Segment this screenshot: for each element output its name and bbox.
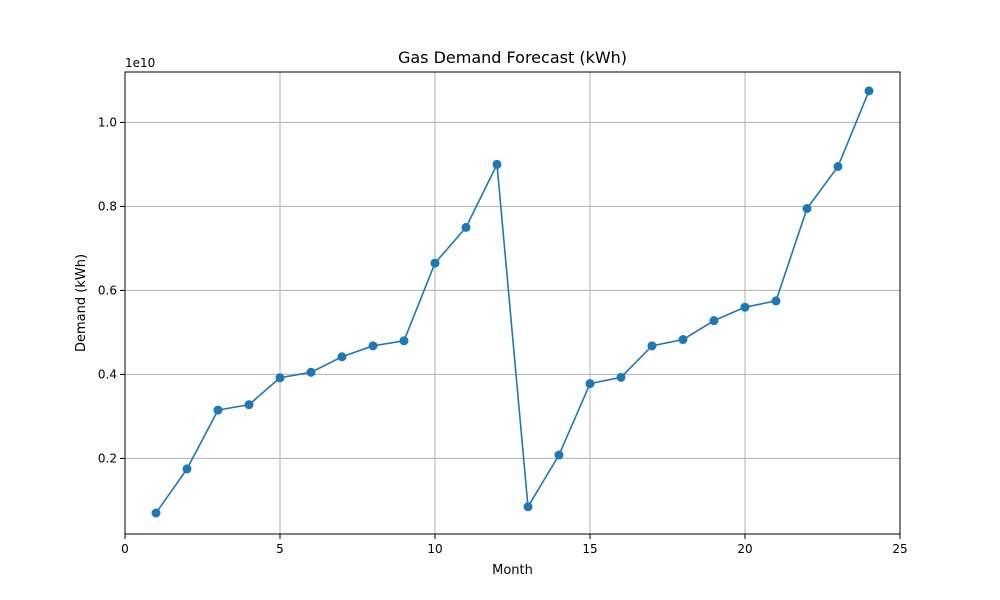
data-point	[368, 341, 378, 351]
data-point	[616, 372, 626, 382]
plot-background	[125, 72, 900, 534]
data-point	[740, 302, 750, 312]
data-point	[585, 379, 595, 389]
data-point	[213, 405, 223, 415]
series-line	[155, 90, 870, 514]
data-point	[306, 367, 316, 377]
x-tick-label: 20	[737, 542, 752, 556]
data-point	[151, 508, 161, 518]
data-point	[275, 373, 285, 383]
x-tick-label: 25	[892, 542, 907, 556]
data-point	[492, 159, 502, 169]
data-point	[399, 336, 409, 346]
data-point	[244, 400, 254, 410]
data-point	[430, 258, 440, 268]
y-axis-label: Demand (kWh)	[74, 254, 89, 352]
y-tick-label: 0.6	[98, 283, 117, 297]
data-point	[771, 296, 781, 306]
data-point	[647, 341, 657, 351]
y-tick-label: 0.8	[98, 199, 117, 213]
x-tick-label: 5	[276, 542, 284, 556]
data-point	[678, 335, 688, 345]
data-point	[554, 450, 564, 460]
y-tick-label: 0.4	[98, 367, 117, 381]
x-tick-label: 0	[121, 542, 129, 556]
plot-frame	[124, 71, 901, 535]
data-point	[864, 86, 874, 96]
y-tick-label: 0.2	[98, 451, 117, 465]
x-tick-label: 10	[427, 542, 442, 556]
data-point	[802, 204, 812, 213]
y-tick-label: 1.0	[98, 115, 117, 129]
x-axis-label: Month	[492, 563, 533, 578]
x-tick-label: 15	[582, 542, 597, 556]
data-point	[709, 316, 719, 326]
data-point	[182, 464, 192, 474]
data-point	[523, 502, 533, 512]
data-point	[833, 162, 843, 171]
chart-title: Gas Demand Forecast (kWh)	[398, 48, 627, 67]
data-series	[151, 86, 874, 518]
y-axis-offset-label: 1e10	[125, 56, 155, 70]
data-point	[461, 222, 471, 232]
data-point	[337, 352, 347, 362]
axis-ticks: 0 5 10 15 20 25 0.2 0.4 0.6 0.8 1.0	[98, 115, 908, 556]
